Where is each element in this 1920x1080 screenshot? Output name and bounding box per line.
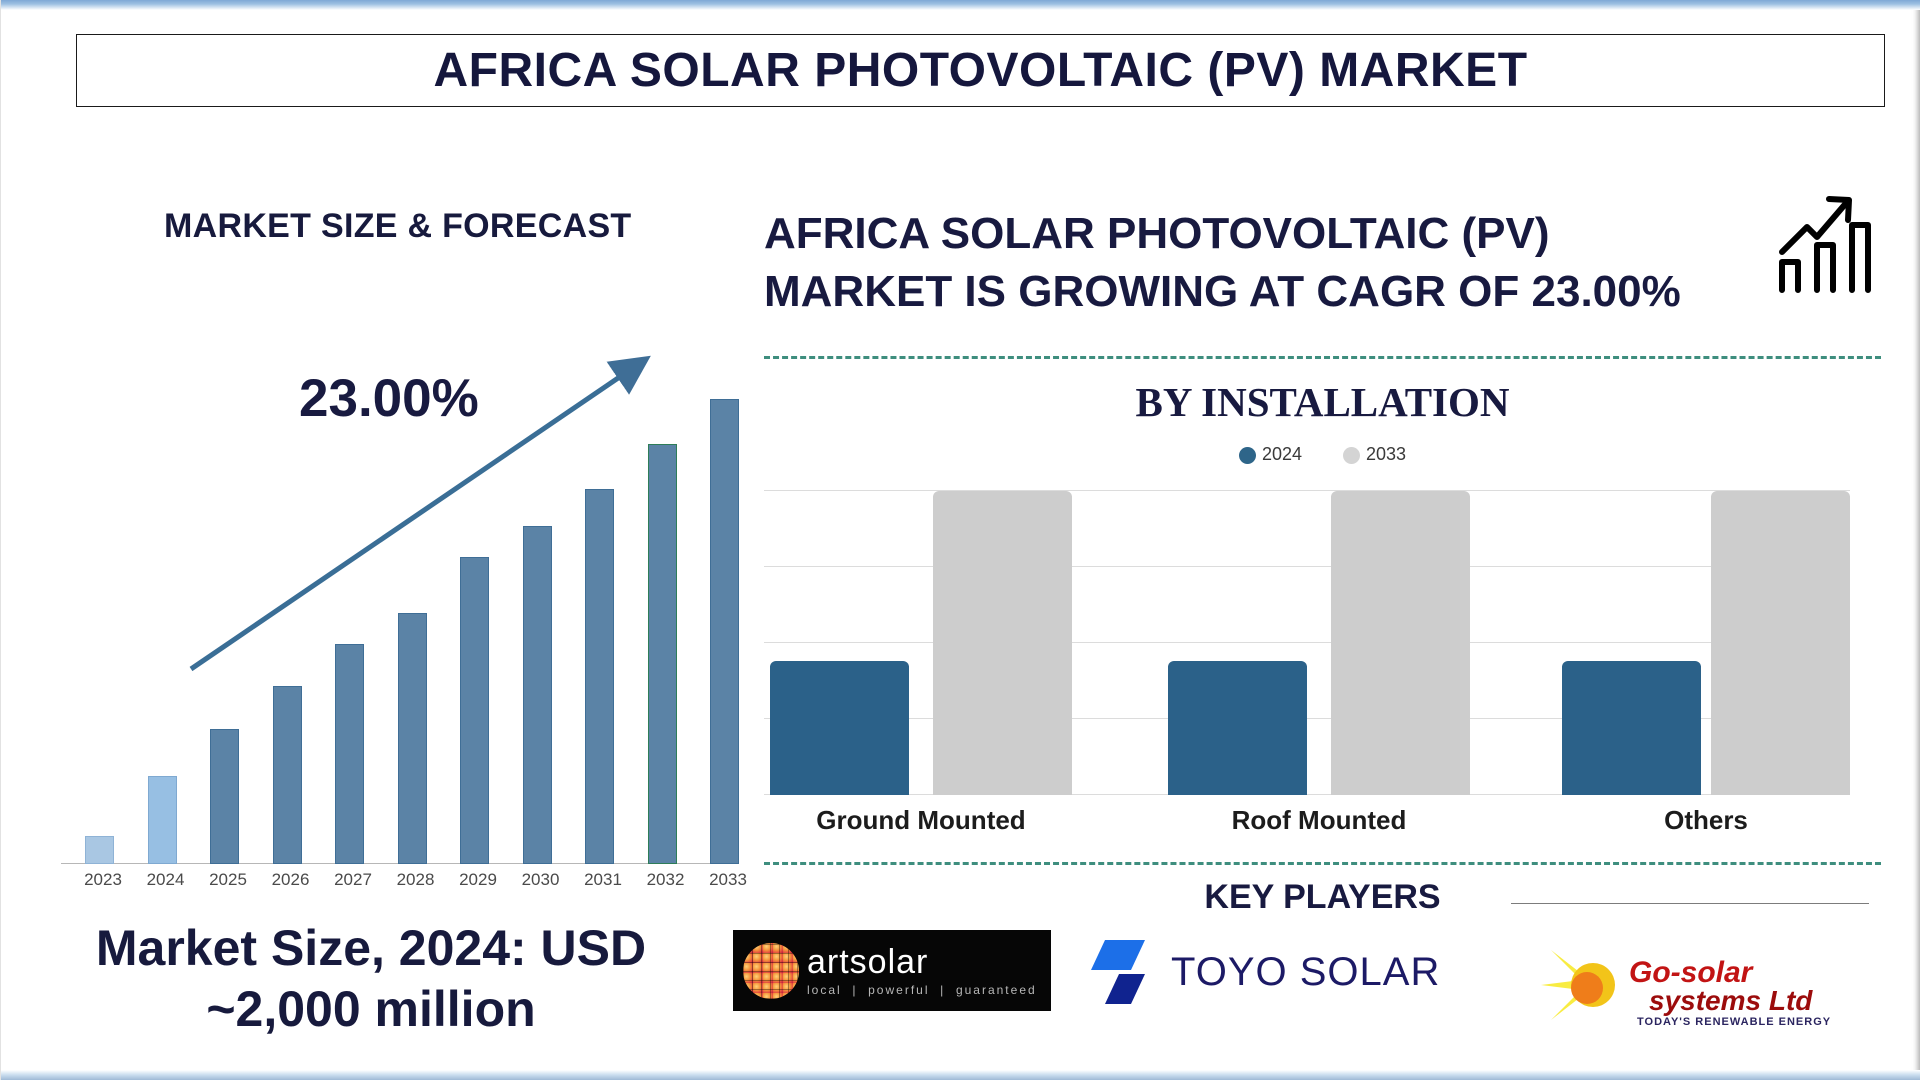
- svg-text:systems Ltd: systems Ltd: [1649, 985, 1813, 1016]
- svg-text:TODAY'S RENEWABLE ENERGY: TODAY'S RENEWABLE ENERGY: [1637, 1016, 1831, 1028]
